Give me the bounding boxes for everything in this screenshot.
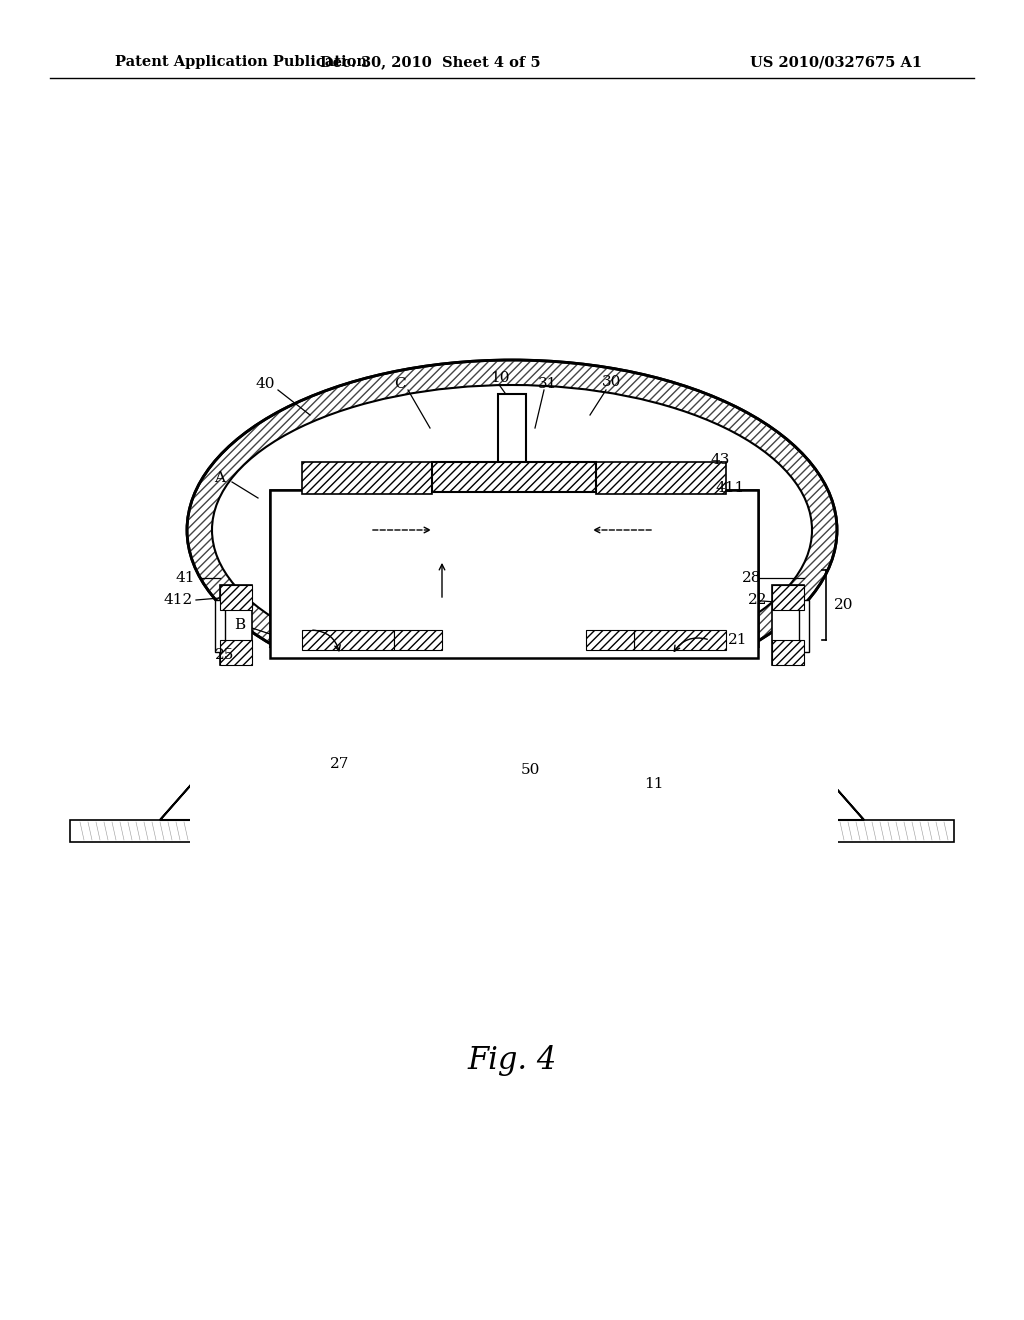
Bar — [480, 744, 544, 785]
Bar — [772, 640, 804, 665]
Bar — [190, 648, 838, 898]
Bar — [586, 630, 634, 649]
Text: 50: 50 — [520, 763, 540, 777]
Bar — [799, 601, 809, 652]
Bar — [474, 490, 550, 660]
Text: 28: 28 — [742, 572, 762, 585]
Polygon shape — [204, 741, 820, 770]
Bar — [772, 585, 804, 665]
Bar — [220, 585, 252, 665]
Bar — [470, 484, 554, 498]
Bar — [490, 488, 534, 500]
Text: 21: 21 — [728, 634, 748, 647]
Bar — [394, 616, 442, 626]
Text: 20: 20 — [835, 598, 854, 612]
Bar — [220, 585, 252, 610]
Text: Dec. 30, 2010  Sheet 4 of 5: Dec. 30, 2010 Sheet 4 of 5 — [319, 55, 541, 69]
Bar — [452, 719, 572, 800]
Text: A: A — [214, 471, 225, 484]
Bar — [270, 490, 758, 657]
Bar — [378, 700, 646, 830]
Ellipse shape — [212, 385, 812, 675]
Bar — [432, 462, 596, 492]
Text: 22: 22 — [749, 593, 768, 607]
Ellipse shape — [187, 360, 837, 700]
Bar — [586, 535, 634, 543]
Bar — [215, 601, 225, 652]
Polygon shape — [160, 770, 864, 820]
Text: 31: 31 — [539, 378, 558, 391]
Bar — [432, 462, 596, 492]
Bar — [302, 517, 432, 636]
Bar — [302, 630, 394, 649]
Bar — [270, 636, 758, 657]
Text: C: C — [394, 378, 406, 391]
Bar — [394, 535, 442, 543]
Bar — [634, 630, 726, 649]
Bar — [270, 490, 758, 517]
Bar — [270, 648, 758, 667]
Text: 43: 43 — [711, 453, 730, 467]
Text: Patent Application Publication: Patent Application Publication — [115, 55, 367, 69]
Bar — [302, 462, 432, 494]
Text: 25: 25 — [215, 648, 234, 663]
Bar — [586, 543, 634, 616]
Bar — [586, 616, 634, 626]
Bar — [394, 630, 442, 649]
Bar — [220, 640, 252, 665]
Text: 41: 41 — [175, 572, 195, 585]
Polygon shape — [754, 649, 864, 820]
Bar — [270, 490, 758, 657]
Text: 411: 411 — [716, 480, 744, 495]
Polygon shape — [160, 649, 270, 820]
Text: 10: 10 — [490, 371, 510, 385]
Bar — [330, 535, 402, 622]
Text: Fig. 4: Fig. 4 — [467, 1044, 557, 1076]
Text: 30: 30 — [602, 375, 622, 389]
Text: 27: 27 — [331, 756, 349, 771]
Text: B: B — [234, 618, 246, 632]
Bar — [596, 517, 726, 636]
Bar — [270, 517, 302, 636]
Bar — [726, 517, 758, 636]
Bar — [498, 393, 526, 494]
Bar — [626, 535, 698, 622]
Text: 40: 40 — [255, 378, 274, 391]
Bar — [70, 820, 954, 842]
Text: 412: 412 — [164, 593, 193, 607]
Bar — [772, 585, 804, 610]
Bar — [394, 543, 442, 616]
Text: US 2010/0327675 A1: US 2010/0327675 A1 — [750, 55, 923, 69]
Bar — [270, 667, 758, 675]
Bar — [596, 462, 726, 494]
Text: 11: 11 — [644, 777, 664, 791]
